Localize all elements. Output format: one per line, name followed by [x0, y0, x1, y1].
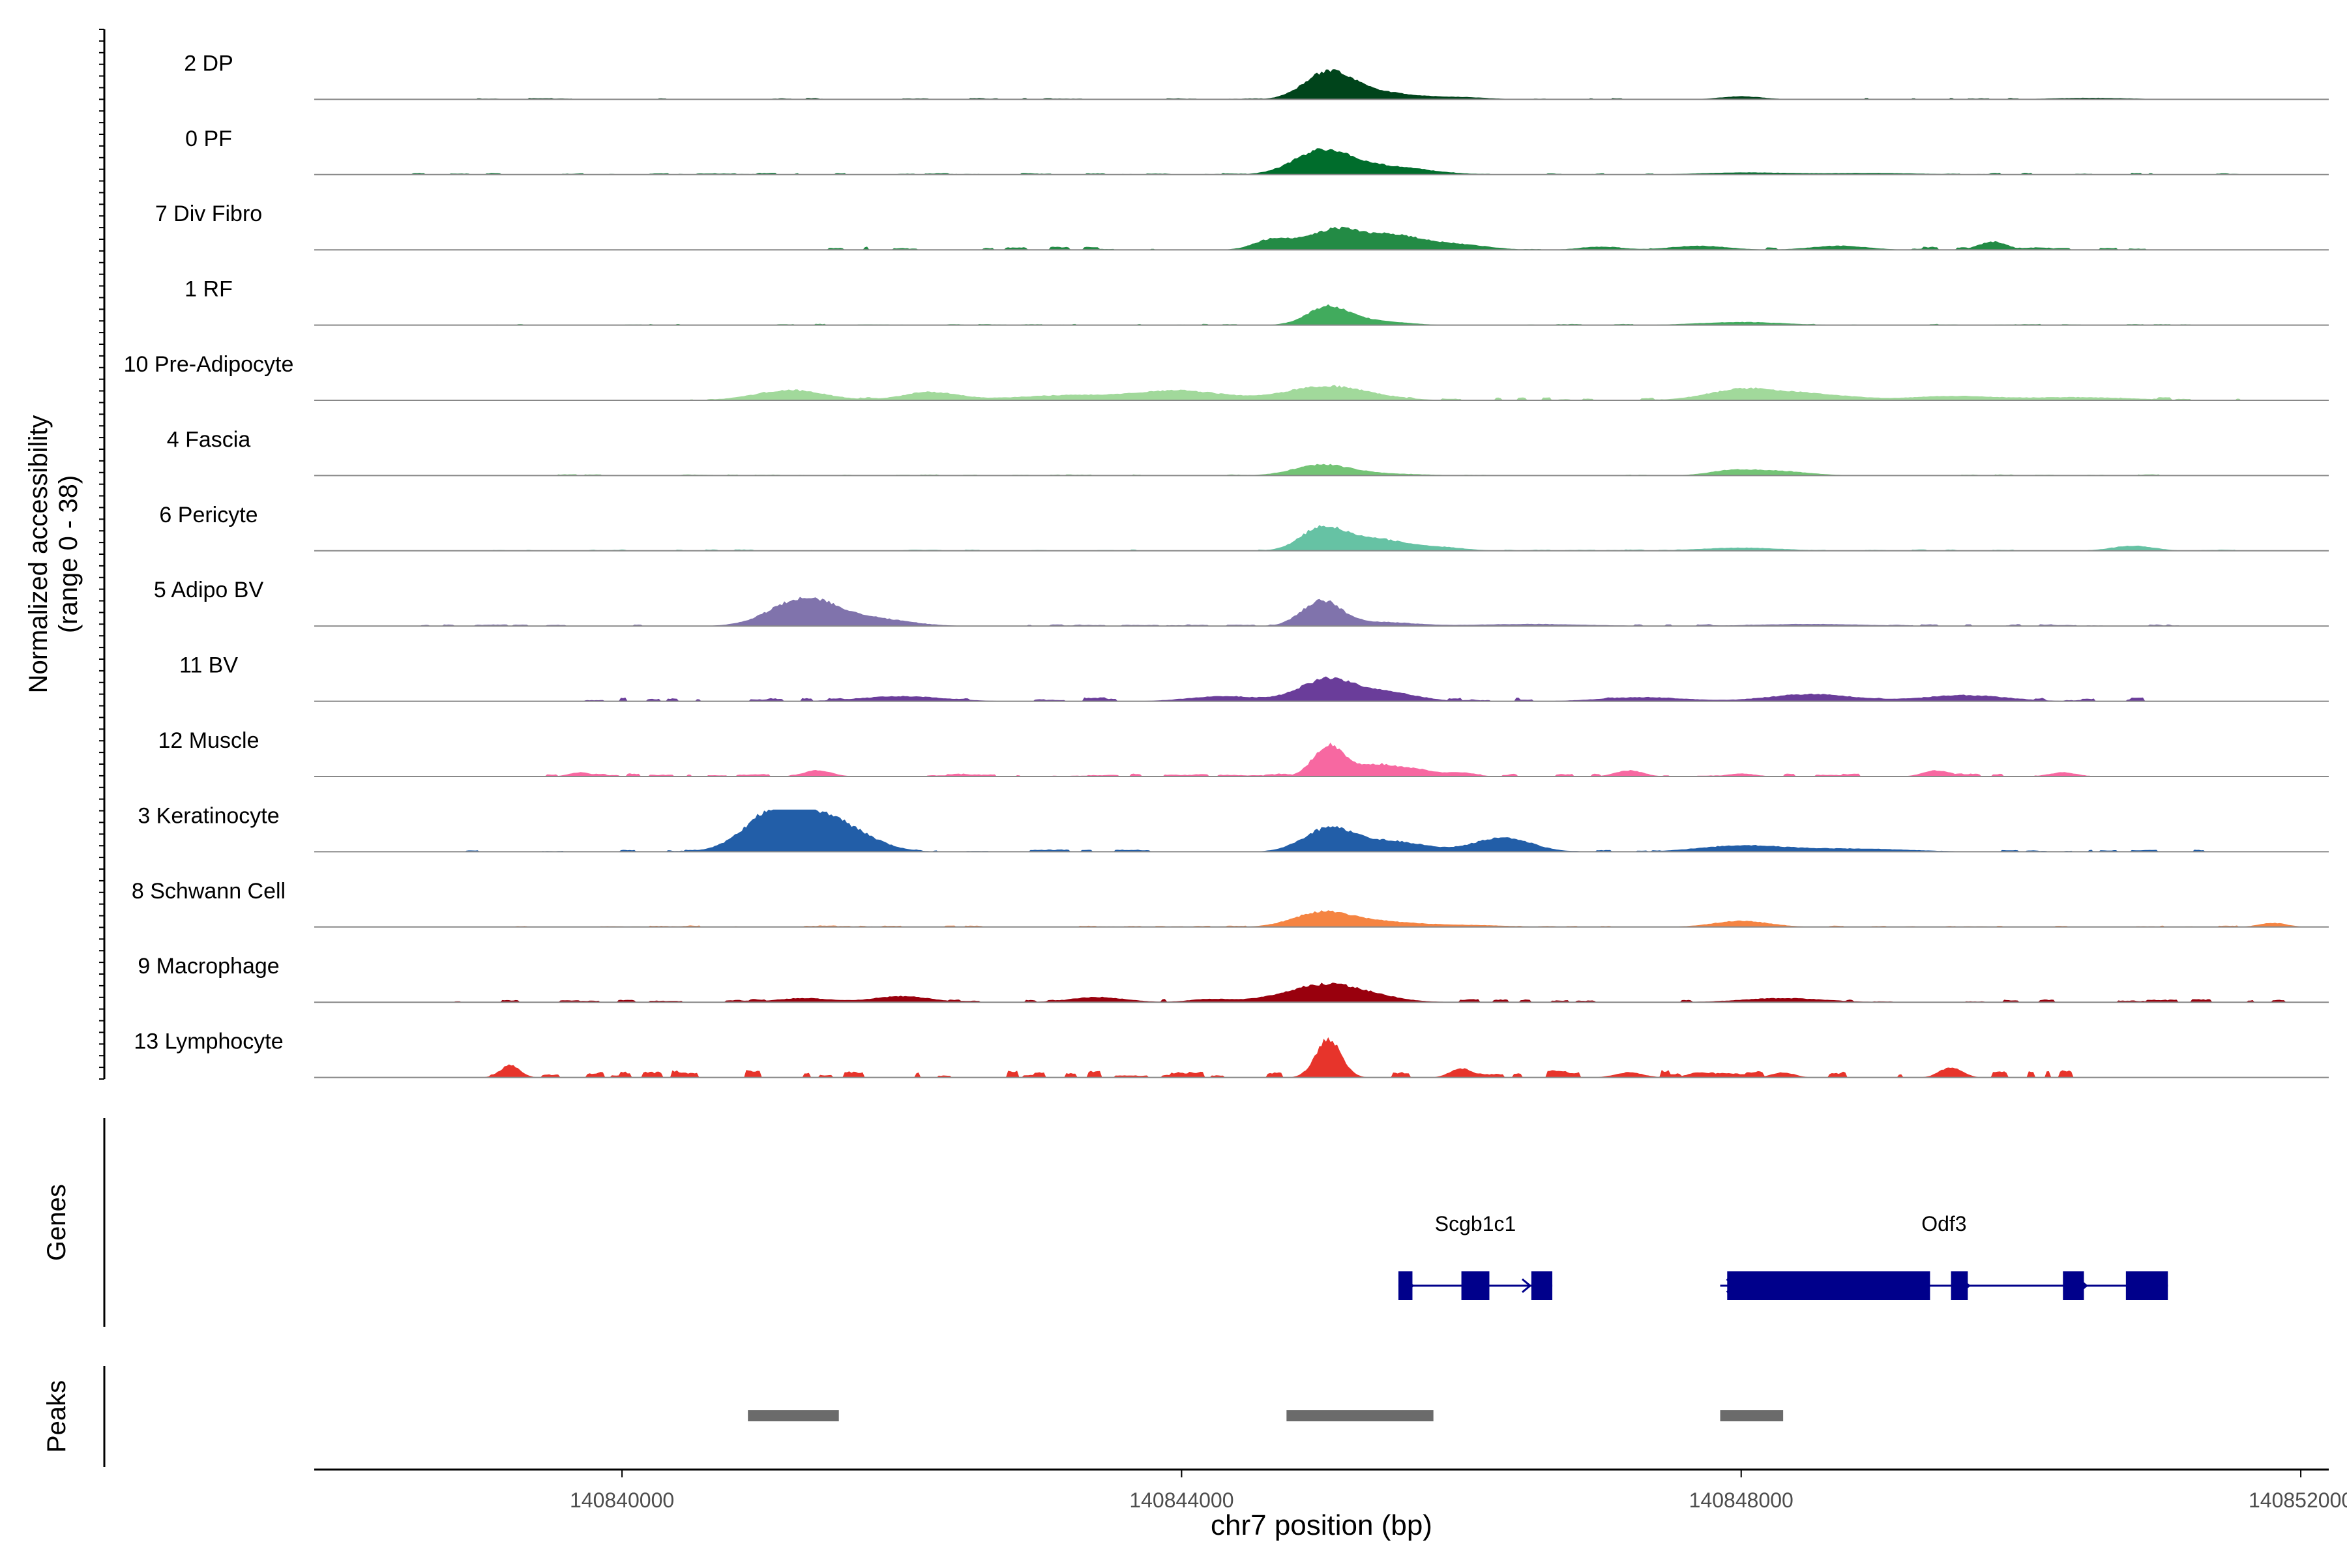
track-area — [314, 676, 2329, 702]
track-area — [314, 597, 2329, 627]
track-3: 1 RF — [185, 277, 2329, 326]
genes-panel: Genes Scgb1c1 Odf3 — [42, 1118, 2168, 1327]
track-2: 7 Div Fibro — [155, 201, 2329, 251]
x-axis: 140840000 140844000 140848000 140852000 — [99, 29, 2347, 1512]
track-area — [314, 148, 2329, 175]
track-area — [314, 743, 2329, 777]
track-0: 2 DP — [184, 51, 2329, 100]
x-axis-title: chr7 position (bp) — [1211, 1509, 1432, 1541]
track-label: 7 Div Fibro — [155, 201, 262, 226]
track-11: 8 Schwann Cell — [132, 879, 2329, 928]
track-12: 9 Macrophage — [138, 954, 2329, 1003]
track-label: 8 Schwann Cell — [132, 879, 286, 904]
y-axis-title-line1: Normalized accessibility — [24, 415, 53, 694]
gene-model: Odf3 — [1720, 1212, 2168, 1300]
x-tick-label: 140844000 — [1129, 1488, 1233, 1512]
track-area — [314, 809, 2329, 852]
track-9: 12 Muscle — [158, 728, 2329, 777]
gene-exon — [1951, 1271, 1968, 1300]
gene-exon — [1461, 1271, 1490, 1300]
track-label: 1 RF — [185, 277, 233, 302]
track-4: 10 Pre-Adipocyte — [124, 352, 2329, 401]
gene-name-label: Odf3 — [1921, 1212, 1966, 1235]
x-tick-label: 140840000 — [570, 1488, 674, 1512]
track-label: 5 Adipo BV — [154, 578, 264, 602]
track-label: 6 Pericyte — [159, 503, 258, 527]
track-area — [314, 385, 2329, 400]
track-label: 0 PF — [185, 126, 232, 151]
peaks-panel: Peaks — [42, 1366, 1784, 1467]
track-area — [314, 910, 2329, 927]
track-area — [314, 69, 2329, 100]
track-area — [314, 525, 2329, 551]
track-label: 3 Keratinocyte — [138, 803, 279, 828]
strand-arrow — [1522, 1278, 1532, 1294]
track-area — [314, 226, 2329, 250]
x-tick-label: 140852000 — [2249, 1488, 2347, 1512]
track-5: 4 Fascia — [167, 427, 2329, 477]
track-8: 11 BV — [179, 653, 2329, 702]
track-label: 2 DP — [184, 51, 233, 76]
gene-exon — [2063, 1271, 2084, 1300]
track-label: 9 Macrophage — [138, 954, 279, 979]
genes-label: Genes — [42, 1184, 71, 1261]
track-10: 3 Keratinocyte — [138, 803, 2329, 853]
gene-exon — [1398, 1271, 1413, 1300]
axis-labels: chr7 position (bp) Normalized accessibili… — [24, 415, 1432, 1541]
track-area — [314, 304, 2329, 325]
peak-region — [748, 1410, 839, 1421]
x-tick-label: 140848000 — [1689, 1488, 1793, 1512]
peak-region — [1286, 1410, 1434, 1421]
peaks-label: Peaks — [42, 1380, 71, 1453]
gene-model: Scgb1c1 — [1398, 1212, 1553, 1300]
track-label: 13 Lymphocyte — [134, 1029, 283, 1054]
track-label: 10 Pre-Adipocyte — [124, 352, 294, 377]
track-area — [314, 983, 2329, 1003]
y-axis-title-line2: (range 0 - 38) — [54, 475, 83, 633]
gene-name-label: Scgb1c1 — [1435, 1212, 1516, 1235]
gene-exon — [2125, 1271, 2168, 1300]
track-label: 12 Muscle — [158, 728, 259, 753]
track-1: 0 PF — [185, 126, 2329, 175]
accessibility-tracks: 2 DP 0 PF 7 Div Fibro 1 RF 10 Pre-Adipocyte 4… — [124, 51, 2329, 1078]
track-label: 4 Fascia — [167, 427, 251, 452]
track-6: 6 Pericyte — [159, 503, 2329, 552]
gene-exon — [1531, 1271, 1553, 1300]
track-label: 11 BV — [179, 653, 238, 678]
peak-region — [1720, 1410, 1784, 1421]
track-area — [314, 1037, 2329, 1078]
track-7: 5 Adipo BV — [154, 578, 2329, 627]
track-area — [314, 464, 2329, 476]
track-13: 13 Lymphocyte — [134, 1029, 2329, 1078]
gene-exon — [1727, 1271, 1930, 1300]
